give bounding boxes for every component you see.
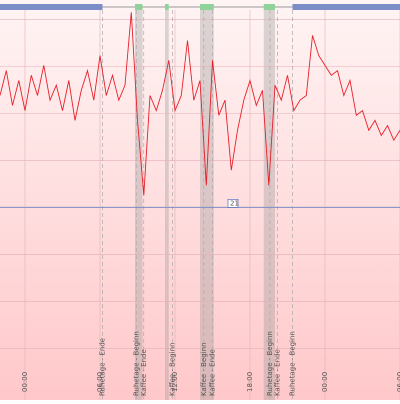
event-label: Ruhetage - Beginn bbox=[289, 331, 297, 396]
timeline-marker bbox=[200, 4, 214, 10]
event-label: Kaffee - Beginn bbox=[200, 342, 208, 396]
rest-period-bar bbox=[0, 4, 103, 10]
event-label: Kaffee - Ende bbox=[274, 349, 282, 396]
threshold-label: 21 bbox=[230, 199, 239, 207]
timeline-marker bbox=[264, 4, 275, 10]
x-tick-label: 06:00 bbox=[396, 372, 400, 392]
timeline-marker bbox=[165, 4, 169, 10]
x-tick-label: 00:00 bbox=[321, 372, 329, 392]
rest-period-bar bbox=[293, 4, 400, 10]
event-label: Ruhetage - Ende bbox=[99, 338, 107, 396]
x-tick-label: 00:00 bbox=[21, 372, 29, 392]
x-tick-label: 18:00 bbox=[246, 372, 254, 392]
event-label: Kaffee - Ende bbox=[209, 349, 217, 396]
event-label: Kaffee - Beginn bbox=[169, 342, 177, 396]
timeline-marker bbox=[135, 4, 143, 10]
event-label: Kaffee - Ende bbox=[140, 349, 148, 396]
